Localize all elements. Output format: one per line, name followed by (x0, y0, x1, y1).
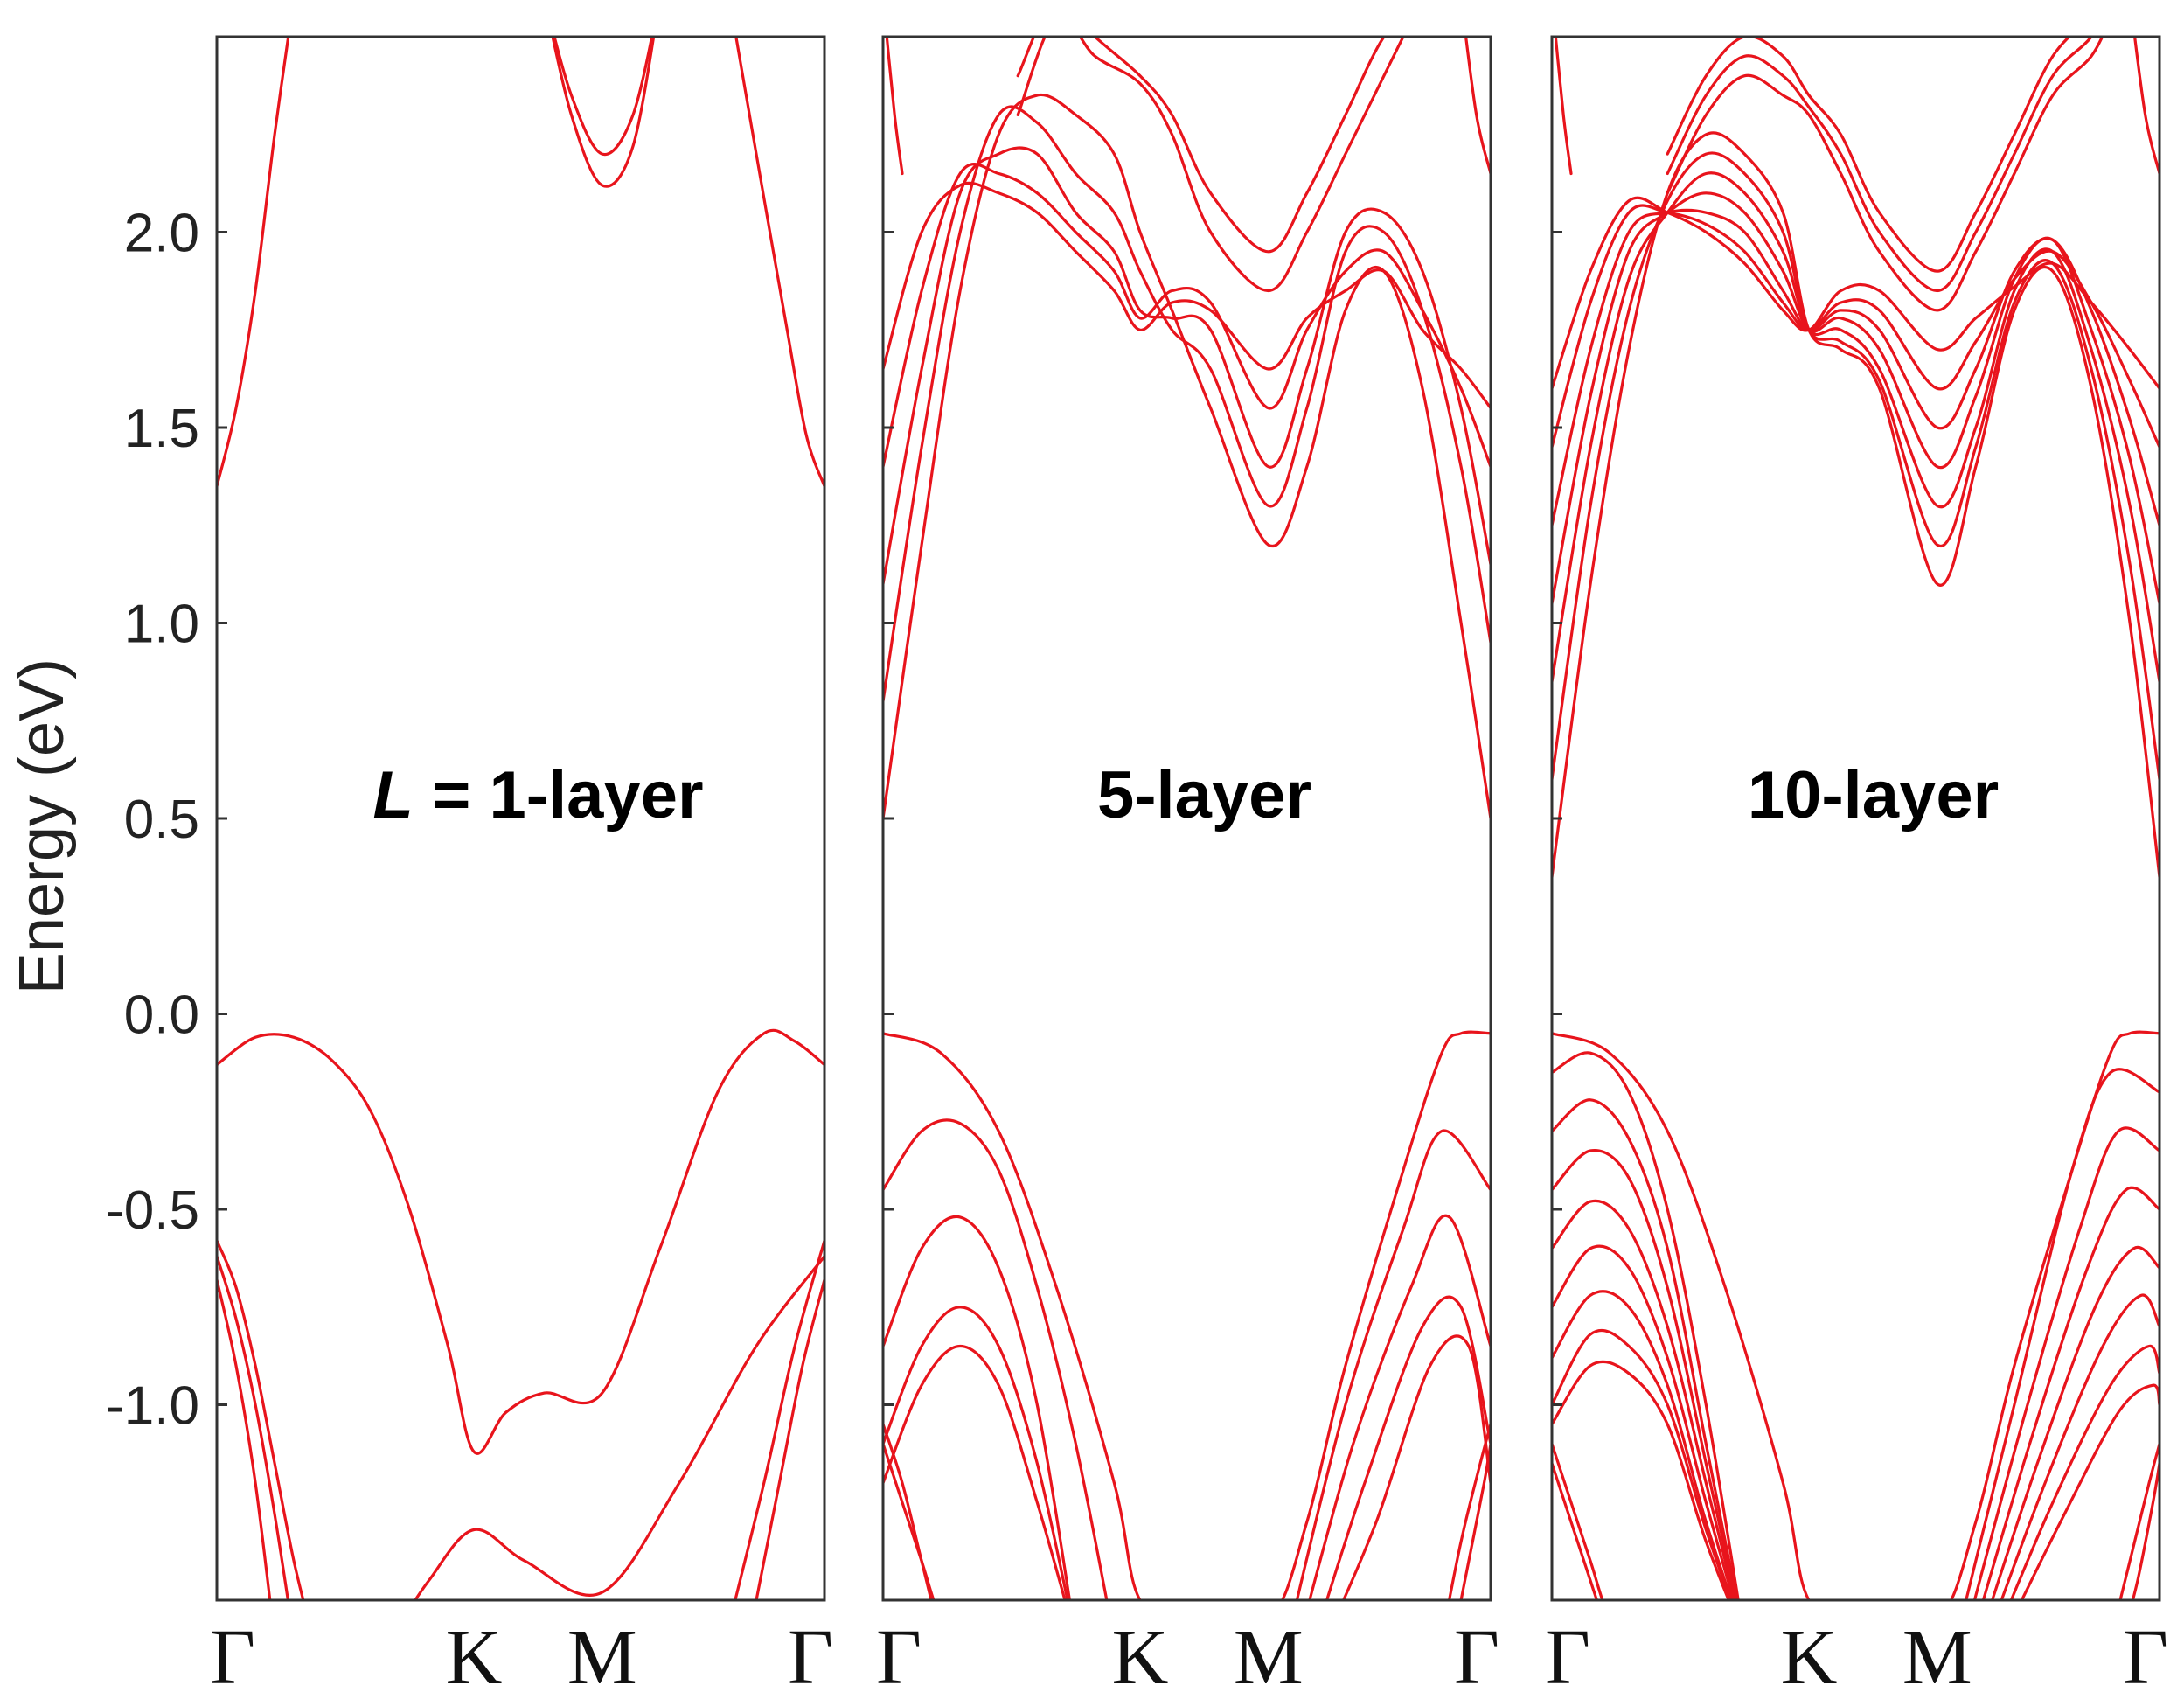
panel-label-text: = 1-layer (414, 758, 704, 832)
band-line-16 (2020, 1383, 2160, 1600)
kpoint-label: K (1780, 1614, 1837, 1699)
band-line-3 (217, 1255, 290, 1600)
band-line-32 (2132, 37, 2160, 176)
band-line-14 (883, 93, 1491, 820)
band-line-11 (883, 1442, 936, 1600)
band-line-12 (1981, 1186, 2160, 1600)
band-line-5 (883, 1344, 1067, 1600)
band-line-5 (1552, 1199, 1737, 1600)
band-line-14 (2000, 1293, 2160, 1600)
y-tick-label: 2.0 (124, 204, 199, 264)
band-line-22 (1552, 151, 2160, 781)
kpoint-label: Γ (788, 1614, 833, 1699)
band-line-23 (1552, 171, 2160, 684)
panel-label-prefix: L (372, 758, 413, 832)
band-line-8 (217, 37, 290, 488)
band-line-11 (1972, 1126, 2160, 1600)
band-line-18 (883, 181, 1491, 410)
kpoint-label: Γ (1545, 1614, 1590, 1699)
panel-3: Γ K M Γ 10-layer (1545, 35, 2168, 1699)
band-line-22 (1464, 37, 1491, 176)
band-line-6 (734, 1239, 824, 1600)
band-line-8 (1552, 1328, 1733, 1600)
y-tick-labels: 2.0 1.5 1.0 0.5 0.0 -0.5 -1.0 (106, 204, 199, 1437)
band-line-4 (883, 1306, 1069, 1600)
y-tick-label: 1.5 (124, 399, 199, 459)
y-tick-label: -0.5 (106, 1180, 199, 1241)
band-line-26 (1552, 204, 2160, 449)
band-line-10 (1965, 1068, 2160, 1600)
band-line-7 (755, 1278, 824, 1600)
kpoint-label: Γ (210, 1614, 255, 1699)
band-line-15 (2009, 1344, 2160, 1600)
band-line-9 (1341, 1334, 1491, 1600)
bands-group (883, 37, 1491, 1600)
band-line-18 (1552, 1461, 1599, 1600)
band-line-1 (217, 1028, 824, 1455)
band-line-20 (2131, 1461, 2160, 1600)
bands-group (1552, 37, 2160, 1600)
band-line-7 (1552, 1290, 1734, 1600)
band-line-8 (1325, 1295, 1491, 1600)
band-line-1 (883, 1030, 1491, 1600)
kpoint-label: M (1902, 1614, 1972, 1699)
band-line-4 (1552, 1149, 1738, 1600)
band-line-3 (883, 1215, 1072, 1600)
band-line-19 (2118, 1442, 2160, 1600)
y-tick-label: 0.5 (124, 790, 199, 850)
panel-label: 5-layer (1097, 758, 1311, 832)
band-line-15 (883, 105, 1491, 703)
band-line-6 (1552, 1244, 1735, 1600)
kpoint-label: Γ (1454, 1614, 1499, 1699)
band-line-3 (1552, 1098, 1739, 1600)
y-axis-title: Energy (eV) (7, 658, 77, 994)
band-line-31 (1554, 37, 1573, 176)
band-line-20 (1016, 37, 1405, 293)
kpoint-label: Γ (2123, 1614, 2168, 1699)
panel-label-text: 5-layer (1097, 758, 1311, 832)
y-tick-label: -1.0 (106, 1376, 199, 1437)
band-line-2 (1552, 1051, 1740, 1600)
band-line-30 (1666, 37, 2104, 312)
band-line-10 (551, 37, 656, 188)
band-line-19 (1016, 37, 1386, 254)
panel-label: 10-layer (1748, 758, 1999, 832)
band-line-21 (1552, 131, 2160, 879)
bands-group (217, 37, 824, 1600)
kpoint-label: K (1111, 1614, 1168, 1699)
band-line-9 (1552, 1360, 1730, 1600)
panel-label-text: 10-layer (1748, 758, 1999, 832)
kpoint-label: K (445, 1614, 502, 1699)
band-line-24 (1552, 191, 2160, 605)
band-line-13 (1459, 1442, 1491, 1600)
y-tick-label: 1.0 (124, 595, 199, 655)
band-line-17 (883, 163, 1491, 469)
band-line-12 (1447, 1423, 1491, 1600)
kpoint-label: M (1234, 1614, 1304, 1699)
kpoint-label: M (567, 1614, 637, 1699)
band-line-7 (1308, 1214, 1491, 1600)
panel-label: L = 1-layer (372, 758, 703, 832)
band-line-16 (883, 146, 1491, 586)
band-line-4 (217, 1278, 272, 1600)
panel-1: Γ K M Γ L = 1-layer (210, 35, 833, 1699)
band-line-13 (1990, 1245, 2160, 1600)
band-line-28 (1666, 37, 2072, 273)
band-line-6 (1295, 1129, 1491, 1600)
panel-2: Γ K M Γ 5-layer (876, 35, 1499, 1699)
band-line-17 (1552, 1442, 1604, 1600)
band-line-10 (883, 1423, 933, 1600)
band-line-5 (413, 1255, 824, 1600)
kpoint-label: Γ (876, 1614, 922, 1699)
band-line-29 (1666, 37, 2093, 293)
y-tick-label: 0.0 (124, 985, 199, 1046)
band-line-21 (885, 37, 904, 176)
band-line-2 (217, 1239, 305, 1600)
band-line-2 (883, 1118, 1109, 1600)
band-line-27 (1552, 196, 2160, 390)
band-line-9 (734, 37, 824, 488)
band-line-11 (553, 37, 654, 157)
